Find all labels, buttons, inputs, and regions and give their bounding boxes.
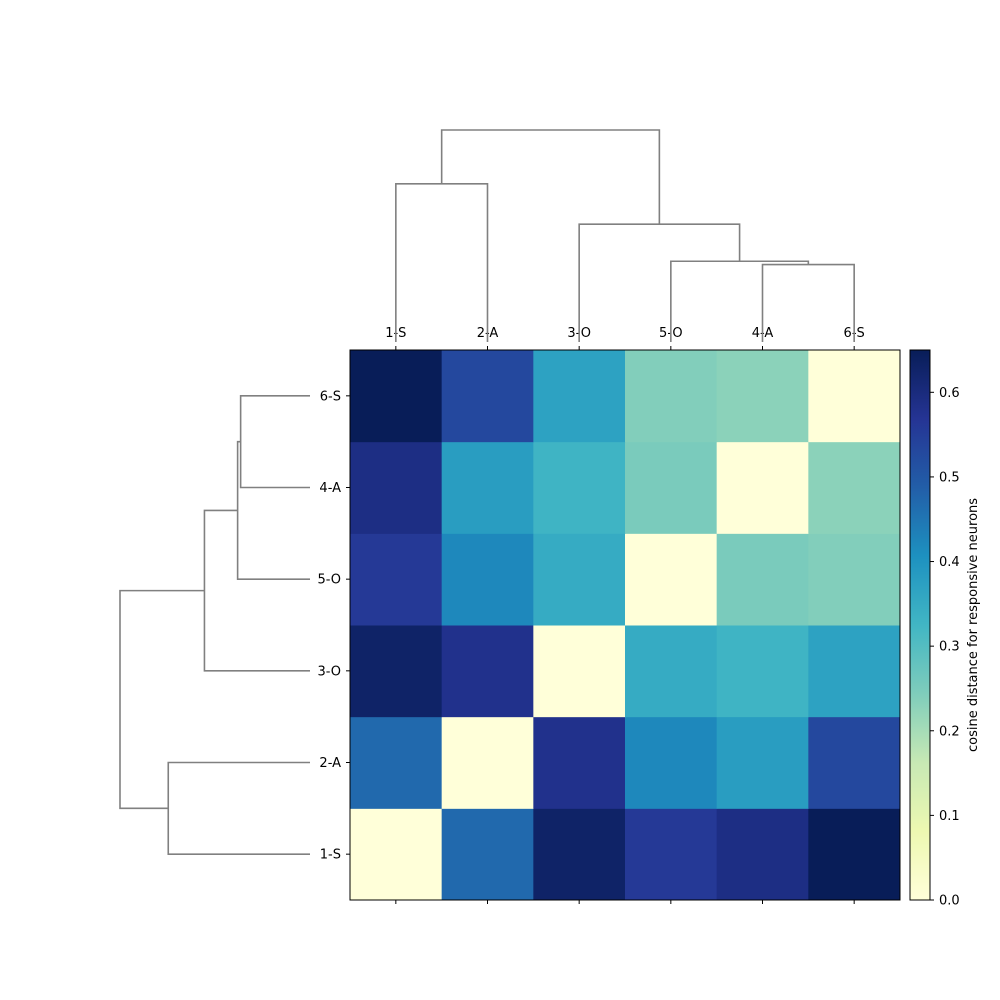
heatmap-cell-3-O-2-A: [441, 625, 534, 718]
colorbar-ticks: 0.0 0.1 0.2 0.3 0.4 0.5 0.6: [930, 386, 960, 909]
column-dendrogram: [395, 129, 855, 342]
y-tick-label: 5-O: [317, 573, 341, 588]
heatmap-cell-2-A-6-S: [808, 716, 901, 809]
heatmap-cell-3-O-3-O: [533, 625, 626, 718]
heatmap-cell-1-S-5-O: [625, 808, 718, 901]
heatmap-cell-3-O-5-O: [625, 625, 718, 718]
heatmap-cell-2-A-1-S: [350, 716, 443, 809]
heatmap-cell-5-O-1-S: [350, 533, 443, 626]
heatmap-cell-4-A-1-S: [350, 441, 443, 534]
column-dendrogram-link-3: [578, 223, 741, 342]
colorbar-tick-label: 0.2: [939, 724, 960, 739]
heatmap-cell-5-O-6-S: [808, 533, 901, 626]
row-dendrogram-link-4: [167, 761, 310, 855]
heatmap-cell-3-O-6-S: [808, 625, 901, 718]
colorbar-tick-label: 0.5: [939, 470, 960, 485]
heatmap-cell-1-S-2-A: [441, 808, 534, 901]
heatmap-cell-6-S-2-A: [441, 350, 534, 443]
colorbar-tick-label: 0.3: [939, 640, 960, 655]
heatmap-cell-3-O-1-S: [350, 625, 443, 718]
colorbar-tick-label: 0.1: [939, 809, 960, 824]
heatmap: [349, 349, 901, 901]
heatmap-cell-4-A-2-A: [441, 441, 534, 534]
heatmap-cell-6-S-5-O: [625, 350, 718, 443]
y-tick-label: 2-A: [319, 756, 341, 771]
y-tick-label: 4-A: [319, 481, 341, 496]
heatmap-cell-6-S-3-O: [533, 350, 626, 443]
heatmap-cell-1-S-6-S: [808, 808, 901, 901]
colorbar-frame: [909, 349, 931, 901]
heatmap-cell-2-A-3-O: [533, 716, 626, 809]
heatmap-cell-1-S-1-S: [350, 808, 443, 901]
heatmap-cell-5-O-2-A: [441, 533, 534, 626]
row-dendrogram-link-3: [203, 509, 310, 672]
heatmap-cell-6-S-4-A: [716, 350, 809, 443]
heatmap-cell-1-S-4-A: [716, 808, 809, 901]
column-dendrogram-link-2: [670, 260, 810, 342]
heatmap-cell-3-O-4-A: [716, 625, 809, 718]
heatmap-cell-2-A-2-A: [441, 716, 534, 809]
y-axis-ticks: 1-S 2-A 3-O 5-O 4-A 6-S: [317, 389, 350, 863]
heatmap-cell-4-A-3-O: [533, 441, 626, 534]
y-tick-label: 1-S: [320, 848, 341, 863]
colorbar: 0.0 0.1 0.2 0.3 0.4 0.5 0.6 cosine distance fo…: [909, 349, 981, 909]
colorbar-gradient: [910, 350, 930, 900]
row-dendrogram: [119, 395, 310, 855]
heatmap-cell-6-S-6-S: [808, 350, 901, 443]
heatmap-cell-6-S-1-S: [350, 350, 443, 443]
heatmap-frame: [349, 349, 901, 901]
column-dendrogram-link-4: [395, 183, 489, 342]
row-dendrogram-link-2: [236, 440, 310, 580]
heatmap-cell-5-O-5-O: [625, 533, 718, 626]
row-dendrogram-link-5: [119, 589, 205, 810]
heatmap-cell-5-O-4-A: [716, 533, 809, 626]
colorbar-tick-label: 0.0: [939, 894, 960, 909]
heatmap-cell-2-A-4-A: [716, 716, 809, 809]
y-tick-label: 3-O: [317, 664, 341, 679]
heatmap-cell-2-A-5-O: [625, 716, 718, 809]
column-dendrogram-link-1: [761, 263, 855, 342]
colorbar-tick-label: 0.6: [939, 386, 960, 401]
column-dendrogram-link-5: [440, 129, 661, 225]
y-tick-label: 6-S: [320, 389, 341, 404]
colorbar-tick-label: 0.4: [939, 555, 960, 570]
row-dendrogram-link-1: [239, 395, 310, 489]
heatmap-cell-1-S-3-O: [533, 808, 626, 901]
colorbar-label: cosine distance for responsive neurons: [966, 498, 981, 752]
heatmap-cell-4-A-6-S: [808, 441, 901, 534]
heatmap-cell-5-O-3-O: [533, 533, 626, 626]
heatmap-cell-4-A-5-O: [625, 441, 718, 534]
heatmap-cell-4-A-4-A: [716, 441, 809, 534]
